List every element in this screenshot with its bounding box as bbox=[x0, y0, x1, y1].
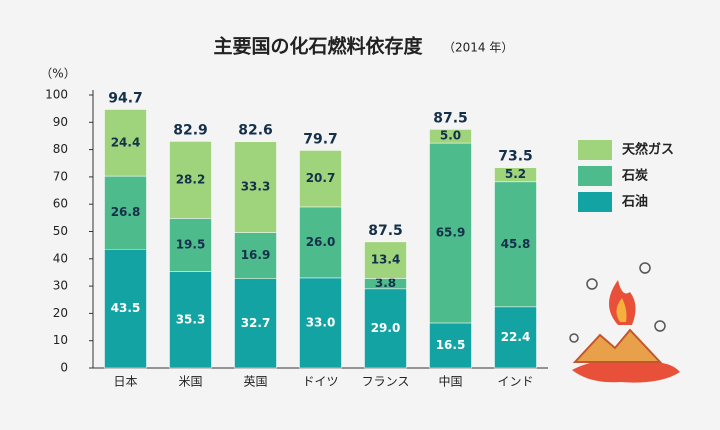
x-tick-label: 米国 bbox=[178, 375, 202, 389]
value-label: 33.3 bbox=[241, 180, 271, 194]
x-tick-label: 日本 bbox=[113, 375, 137, 389]
x-tick-label: インド bbox=[497, 375, 533, 389]
total-label: 82.9 bbox=[173, 122, 208, 138]
bar-segment bbox=[104, 248, 147, 369]
y-tick-label: 60 bbox=[53, 197, 68, 211]
legend-swatch bbox=[578, 140, 612, 160]
value-label: 19.5 bbox=[176, 238, 206, 252]
bar-segment bbox=[169, 218, 212, 272]
bar-segment bbox=[494, 306, 537, 369]
total-label: 87.5 bbox=[433, 110, 468, 126]
y-tick-label: 80 bbox=[53, 142, 68, 156]
total-label: 94.7 bbox=[108, 90, 143, 106]
bar-segment bbox=[299, 150, 342, 208]
value-label: 5.0 bbox=[440, 129, 461, 143]
bar-segment bbox=[364, 241, 407, 279]
value-label: 45.8 bbox=[501, 237, 531, 251]
value-label: 32.7 bbox=[241, 316, 271, 330]
y-tick-label: 40 bbox=[53, 251, 68, 265]
bar-segment bbox=[104, 109, 147, 177]
legend-swatch bbox=[578, 192, 612, 212]
bar-segment bbox=[429, 129, 472, 144]
chart-subtitle: （2014 年） bbox=[443, 41, 513, 55]
legend-label: 石油 bbox=[621, 194, 648, 210]
value-label: 29.0 bbox=[371, 321, 401, 335]
x-tick-label: ドイツ bbox=[302, 375, 338, 389]
x-tick-label: フランス bbox=[362, 375, 410, 389]
value-label: 24.4 bbox=[111, 135, 141, 149]
value-label: 16.9 bbox=[241, 248, 271, 262]
x-tick-label: 英国 bbox=[243, 375, 267, 389]
total-label: 73.5 bbox=[498, 149, 533, 165]
y-tick-label: 100 bbox=[45, 88, 68, 102]
value-label: 16.5 bbox=[436, 338, 466, 352]
value-label: 28.2 bbox=[176, 172, 206, 186]
legend-label: 天然ガス bbox=[622, 142, 674, 158]
total-label: 87.5 bbox=[368, 223, 403, 239]
y-tick-label: 70 bbox=[53, 169, 68, 183]
value-label: 35.3 bbox=[176, 312, 206, 326]
bar-segment bbox=[364, 288, 407, 369]
bar-segment bbox=[494, 167, 537, 183]
x-tick-label: 中国 bbox=[438, 374, 462, 389]
value-label: 65.9 bbox=[436, 226, 466, 240]
value-label: 33.0 bbox=[306, 315, 336, 329]
bar-segment bbox=[299, 277, 342, 369]
value-label: 43.5 bbox=[111, 301, 141, 315]
y-tick-label: 50 bbox=[53, 224, 68, 238]
value-label: 26.8 bbox=[111, 205, 141, 219]
total-label: 82.6 bbox=[238, 123, 273, 139]
y-axis-label: （%） bbox=[40, 67, 75, 81]
y-tick-label: 90 bbox=[53, 115, 68, 129]
legend-label: 石炭 bbox=[621, 168, 648, 184]
value-label: 20.7 bbox=[306, 171, 336, 185]
y-tick-label: 20 bbox=[53, 306, 68, 320]
value-label: 5.2 bbox=[505, 167, 526, 181]
bar-segment bbox=[429, 142, 472, 324]
bar-segment bbox=[429, 322, 472, 369]
bar-segment bbox=[234, 232, 277, 279]
bar-segment bbox=[234, 141, 277, 233]
y-tick-label: 10 bbox=[53, 333, 68, 347]
bar-segment bbox=[494, 181, 537, 308]
bar-segment bbox=[299, 206, 342, 279]
y-tick-label: 30 bbox=[53, 279, 68, 293]
value-label: 3.8 bbox=[375, 276, 396, 290]
bar-segment bbox=[234, 278, 277, 369]
chart-title: 主要国の化石燃料依存度 bbox=[213, 35, 423, 58]
value-label: 26.0 bbox=[306, 235, 336, 249]
value-label: 22.4 bbox=[501, 330, 531, 344]
value-label: 13.4 bbox=[371, 253, 401, 267]
bar-segment bbox=[104, 175, 147, 250]
total-label: 79.7 bbox=[303, 131, 338, 147]
illustration bbox=[569, 262, 680, 383]
bar-segment bbox=[169, 141, 212, 219]
y-tick-label: 0 bbox=[60, 361, 68, 375]
legend-swatch bbox=[578, 166, 612, 186]
